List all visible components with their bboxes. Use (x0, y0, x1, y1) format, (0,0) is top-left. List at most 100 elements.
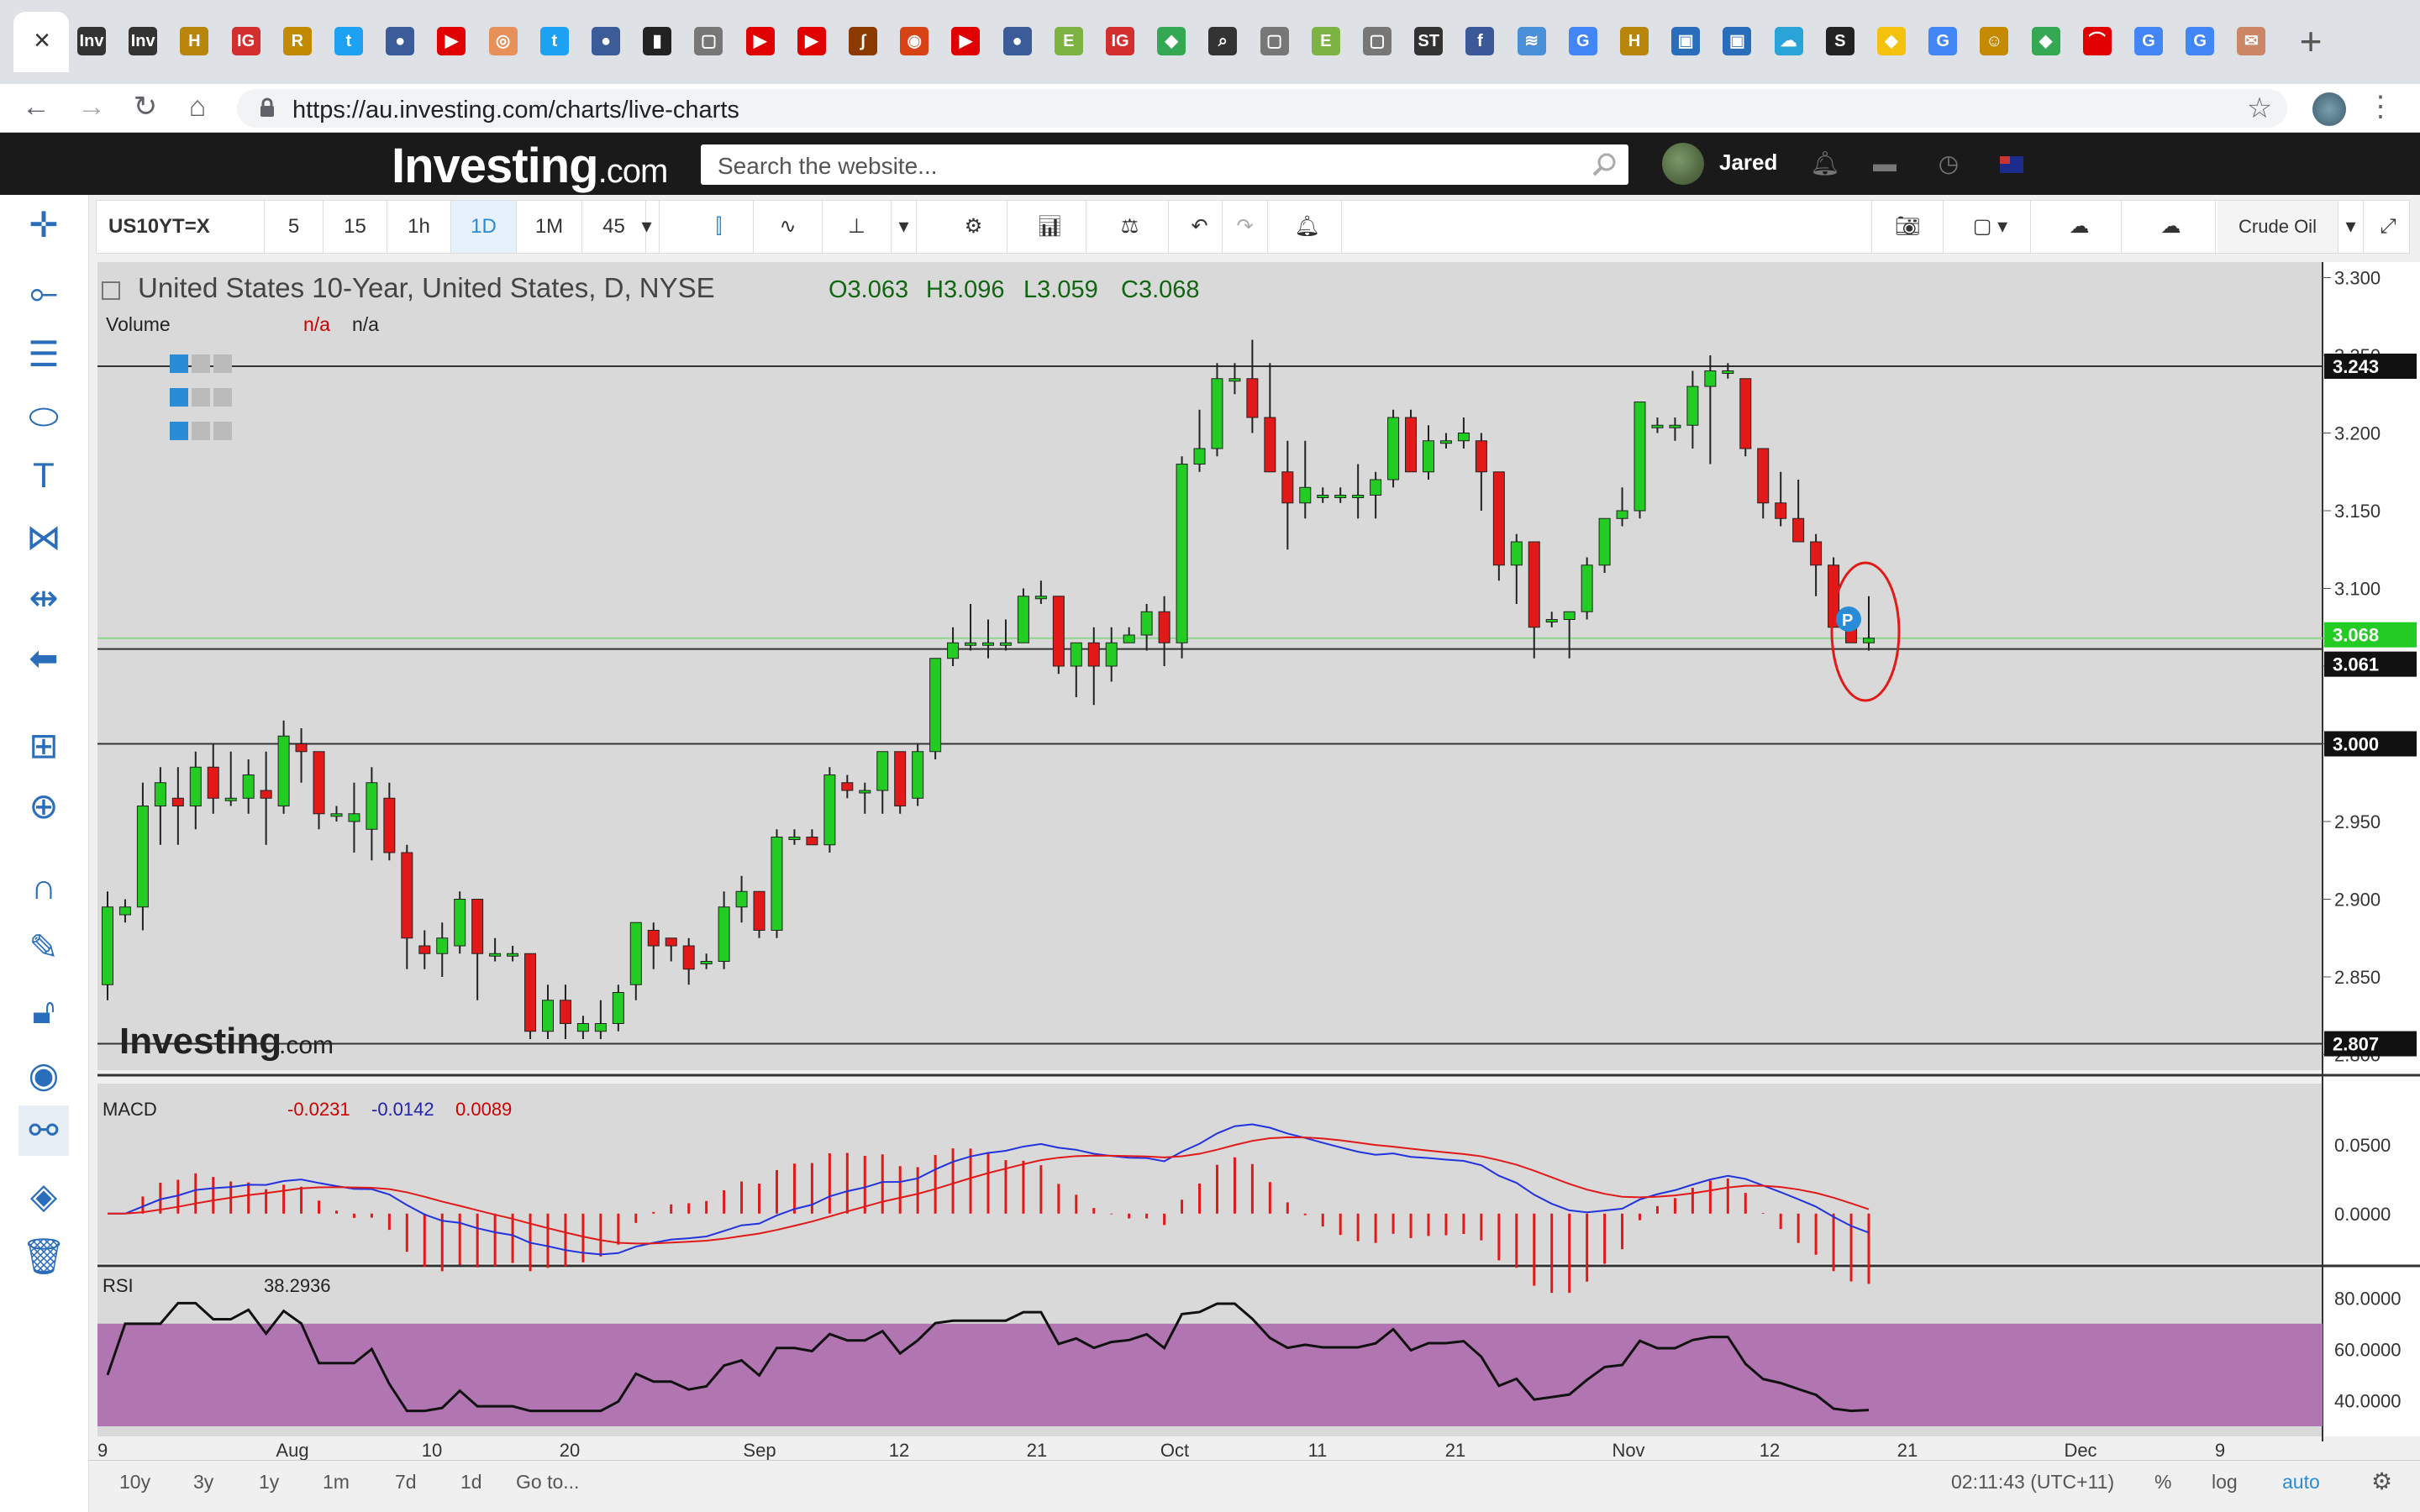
pinned-tab-favicon[interactable]: ◆ (2031, 27, 2060, 55)
arrow-back-icon[interactable]: ⬅ (29, 638, 59, 678)
pinned-tab-favicon[interactable]: ◉ (900, 27, 929, 55)
search-icon[interactable] (1591, 151, 1618, 178)
clock-icon[interactable]: ◷ (1938, 150, 1960, 176)
pinned-tab-favicon[interactable]: G (1928, 27, 1958, 55)
percent-toggle[interactable]: % (2154, 1471, 2172, 1493)
active-tab[interactable] (13, 12, 69, 72)
settings-gear-icon[interactable]: ⚙ (940, 201, 1007, 253)
fullscreen-icon[interactable]: ⤢ (2380, 215, 2396, 238)
pinned-tab-favicon[interactable]: f (1465, 27, 1495, 55)
home-icon[interactable]: ⌂ (188, 91, 207, 123)
pinned-tab-favicon[interactable]: ▣ (1723, 27, 1752, 55)
redo-icon[interactable]: ↷ (1223, 201, 1268, 253)
pinned-tab-favicon[interactable]: S (1825, 27, 1854, 55)
portfolio-icon[interactable]: ▬ (1873, 150, 1897, 176)
investing-logo[interactable]: Investing.com (392, 138, 668, 194)
pinned-tab-favicon[interactable]: ▮ (643, 27, 672, 55)
pinned-tab-favicon[interactable]: ▢ (694, 27, 723, 55)
text-tool-icon[interactable]: T (33, 455, 55, 495)
pinned-tab-favicon[interactable]: ▢ (1363, 27, 1392, 55)
pinned-tab-favicon[interactable]: ◎ (488, 27, 518, 55)
cloud-download-icon[interactable]: ☁ (2038, 201, 2122, 253)
pinned-tab-favicon[interactable]: ▣ (1671, 27, 1701, 55)
link-icon[interactable]: ⚯ (18, 1105, 69, 1156)
magnet-icon[interactable]: ∩ (30, 867, 57, 906)
pinned-tab-favicon[interactable]: G (1568, 27, 1597, 55)
close-tab-icon[interactable]: × (34, 24, 50, 56)
alert-bell-icon[interactable]: 🔔︎ (1273, 201, 1342, 253)
range-button[interactable]: 10y (119, 1471, 151, 1493)
bookmark-star-icon[interactable]: ☆ (2246, 92, 2273, 124)
pinned-tab-favicon[interactable]: t (334, 27, 363, 55)
pinned-tab-favicon[interactable]: Inv (77, 27, 106, 55)
pinned-tab-favicon[interactable]: ▶ (951, 27, 981, 55)
interval-button[interactable]: 1h (387, 201, 451, 253)
measure-icon[interactable]: ⊞ (29, 726, 59, 765)
pinned-tab-favicon[interactable]: ● (386, 27, 415, 55)
pinned-tab-favicon[interactable]: ✉ (2237, 27, 2266, 55)
user-name[interactable]: Jared (1719, 150, 1778, 175)
new-tab-button[interactable]: + (2299, 19, 2323, 63)
pattern-icon[interactable]: ⋈ (26, 517, 61, 557)
zoom-icon[interactable]: ⊕ (29, 786, 59, 826)
user-avatar[interactable] (1662, 143, 1704, 185)
range-button[interactable]: 1d (460, 1471, 482, 1493)
interval-dropdown-icon[interactable]: ▾ (634, 201, 660, 253)
interval-button[interactable]: 1D (451, 201, 517, 253)
range-button[interactable]: 1m (323, 1471, 350, 1493)
range-button[interactable]: 3y (193, 1471, 214, 1493)
auto-toggle[interactable]: auto (2282, 1471, 2320, 1493)
pinned-tab-favicon[interactable]: G (2134, 27, 2163, 55)
line-chart-icon[interactable]: ∿ (754, 201, 823, 253)
pinned-tab-favicon[interactable]: E (1311, 27, 1340, 55)
reload-icon[interactable]: ↻ (133, 91, 158, 123)
trash-icon[interactable]: 🗑︎ (21, 1236, 66, 1276)
menu-kebab-icon[interactable]: ⋮ (2366, 91, 2395, 123)
shapes-icon[interactable]: ⬭ (29, 396, 59, 436)
pinned-tab-favicon[interactable]: IG (1106, 27, 1134, 55)
interval-button[interactable]: 5 (265, 201, 324, 253)
lock-drawings-icon[interactable]: 🔓︎ (32, 991, 55, 1031)
pinned-tab-favicon[interactable]: ● (1002, 27, 1032, 55)
flag-icon[interactable] (2000, 156, 2023, 173)
pinned-tab-favicon[interactable]: ▶ (745, 27, 775, 55)
pinned-tab-favicon[interactable]: ☺ (1980, 27, 2009, 55)
pinned-tab-favicon[interactable]: ⌕ (1208, 27, 1238, 55)
pinned-tab-favicon[interactable]: ≋ (1517, 27, 1546, 55)
compare-dropdown-icon[interactable]: ▾ (2338, 201, 2364, 253)
layers-icon[interactable]: ◈ (29, 1176, 58, 1215)
trend-line-icon[interactable]: ⟜ (29, 272, 58, 312)
forward-icon[interactable]: → (77, 91, 106, 123)
site-search-input[interactable]: Search the website... (701, 144, 1628, 185)
pinned-tab-favicon[interactable]: H (1620, 27, 1649, 55)
color-picker[interactable]: ▢ ▾ (1950, 201, 2031, 253)
pinned-tab-favicon[interactable]: ▶ (797, 27, 826, 55)
camera-icon[interactable]: 📷︎ (1871, 201, 1944, 253)
range-button[interactable]: 7d (395, 1471, 417, 1493)
back-icon[interactable]: ← (22, 91, 50, 123)
visibility-icon[interactable]: ◉ (28, 1055, 60, 1095)
pinned-tab-favicon[interactable]: ST (1414, 27, 1444, 55)
pinned-tab-favicon[interactable]: ∫ (849, 27, 877, 55)
pinned-tab-favicon[interactable]: IG (231, 27, 260, 55)
pinned-tab-favicon[interactable]: ◆ (1157, 27, 1186, 55)
undo-icon[interactable]: ↶ (1177, 201, 1223, 253)
symbol-input[interactable]: US10YT=X (97, 201, 265, 253)
goto-button[interactable]: Go to... (516, 1471, 580, 1493)
prediction-icon[interactable]: ⇹ (29, 578, 59, 617)
bell-icon[interactable]: 🔔︎ (1810, 150, 1840, 176)
draw-mode-icon[interactable]: ✎ (29, 927, 59, 967)
indicators-icon[interactable]: 📊︎ (1014, 201, 1086, 253)
fib-lines-icon[interactable]: ☰ (28, 334, 60, 374)
interval-button[interactable]: 1M (517, 201, 582, 253)
pinned-tab-favicon[interactable]: ◆ (1877, 27, 1906, 55)
compare-select[interactable]: Crude Oil (2217, 201, 2338, 253)
pinned-tab-favicon[interactable]: H (180, 27, 209, 55)
pinned-tab-favicon[interactable]: t (539, 27, 569, 55)
pinned-tab-favicon[interactable]: ▶ (437, 27, 466, 55)
pinned-tab-favicon[interactable]: ▢ (1260, 27, 1289, 55)
address-bar[interactable]: https://au.investing.com/charts/live-cha… (237, 89, 2287, 128)
candle-type-icon[interactable]: ⫿ (685, 201, 754, 253)
profile-avatar[interactable] (2312, 92, 2346, 126)
pinned-tab-favicon[interactable]: ☁ (1774, 27, 1803, 55)
